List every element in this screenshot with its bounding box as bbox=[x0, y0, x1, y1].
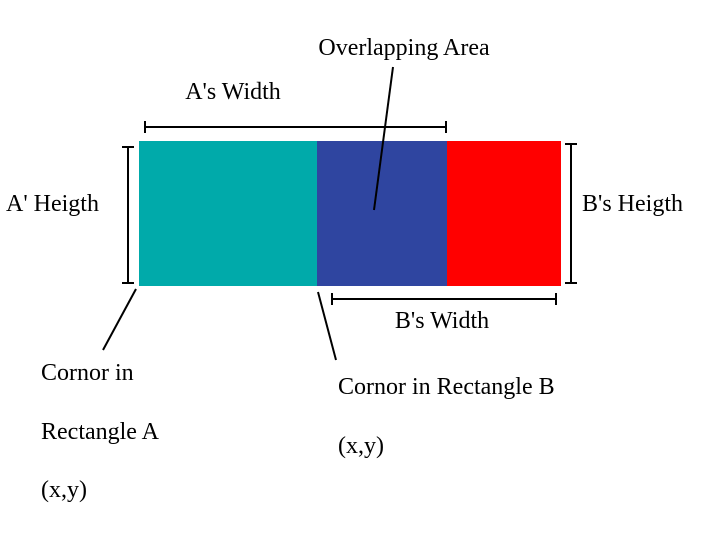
a-width-label: A's Width bbox=[185, 79, 281, 105]
b-height-dimension bbox=[565, 143, 577, 284]
corner-a-label-line3: (x,y) bbox=[41, 477, 87, 503]
overlap-region bbox=[317, 141, 447, 286]
a-height-dimension bbox=[122, 146, 134, 284]
corner-a-pointer-line bbox=[102, 288, 137, 351]
overlap-area-label: Overlapping Area bbox=[318, 35, 490, 61]
corner-b-pointer-line bbox=[317, 291, 337, 361]
b-width-dimension bbox=[331, 293, 557, 305]
rect-b-only-region bbox=[447, 141, 561, 286]
overlap-pointer-line bbox=[373, 66, 394, 211]
rect-a-only-region bbox=[139, 141, 317, 286]
corner-b-label-line1: Cornor in Rectangle B bbox=[338, 374, 555, 400]
corner-b-label-line2: (x,y) bbox=[338, 433, 384, 459]
a-height-label: A' Heigth bbox=[6, 191, 99, 217]
b-height-label: B's Heigth bbox=[582, 191, 683, 217]
corner-a-label-line1: Cornor in bbox=[41, 360, 134, 386]
b-width-label: B's Width bbox=[395, 308, 489, 334]
corner-a-label-line2: Rectangle A bbox=[41, 419, 160, 445]
a-width-dimension bbox=[144, 121, 447, 133]
